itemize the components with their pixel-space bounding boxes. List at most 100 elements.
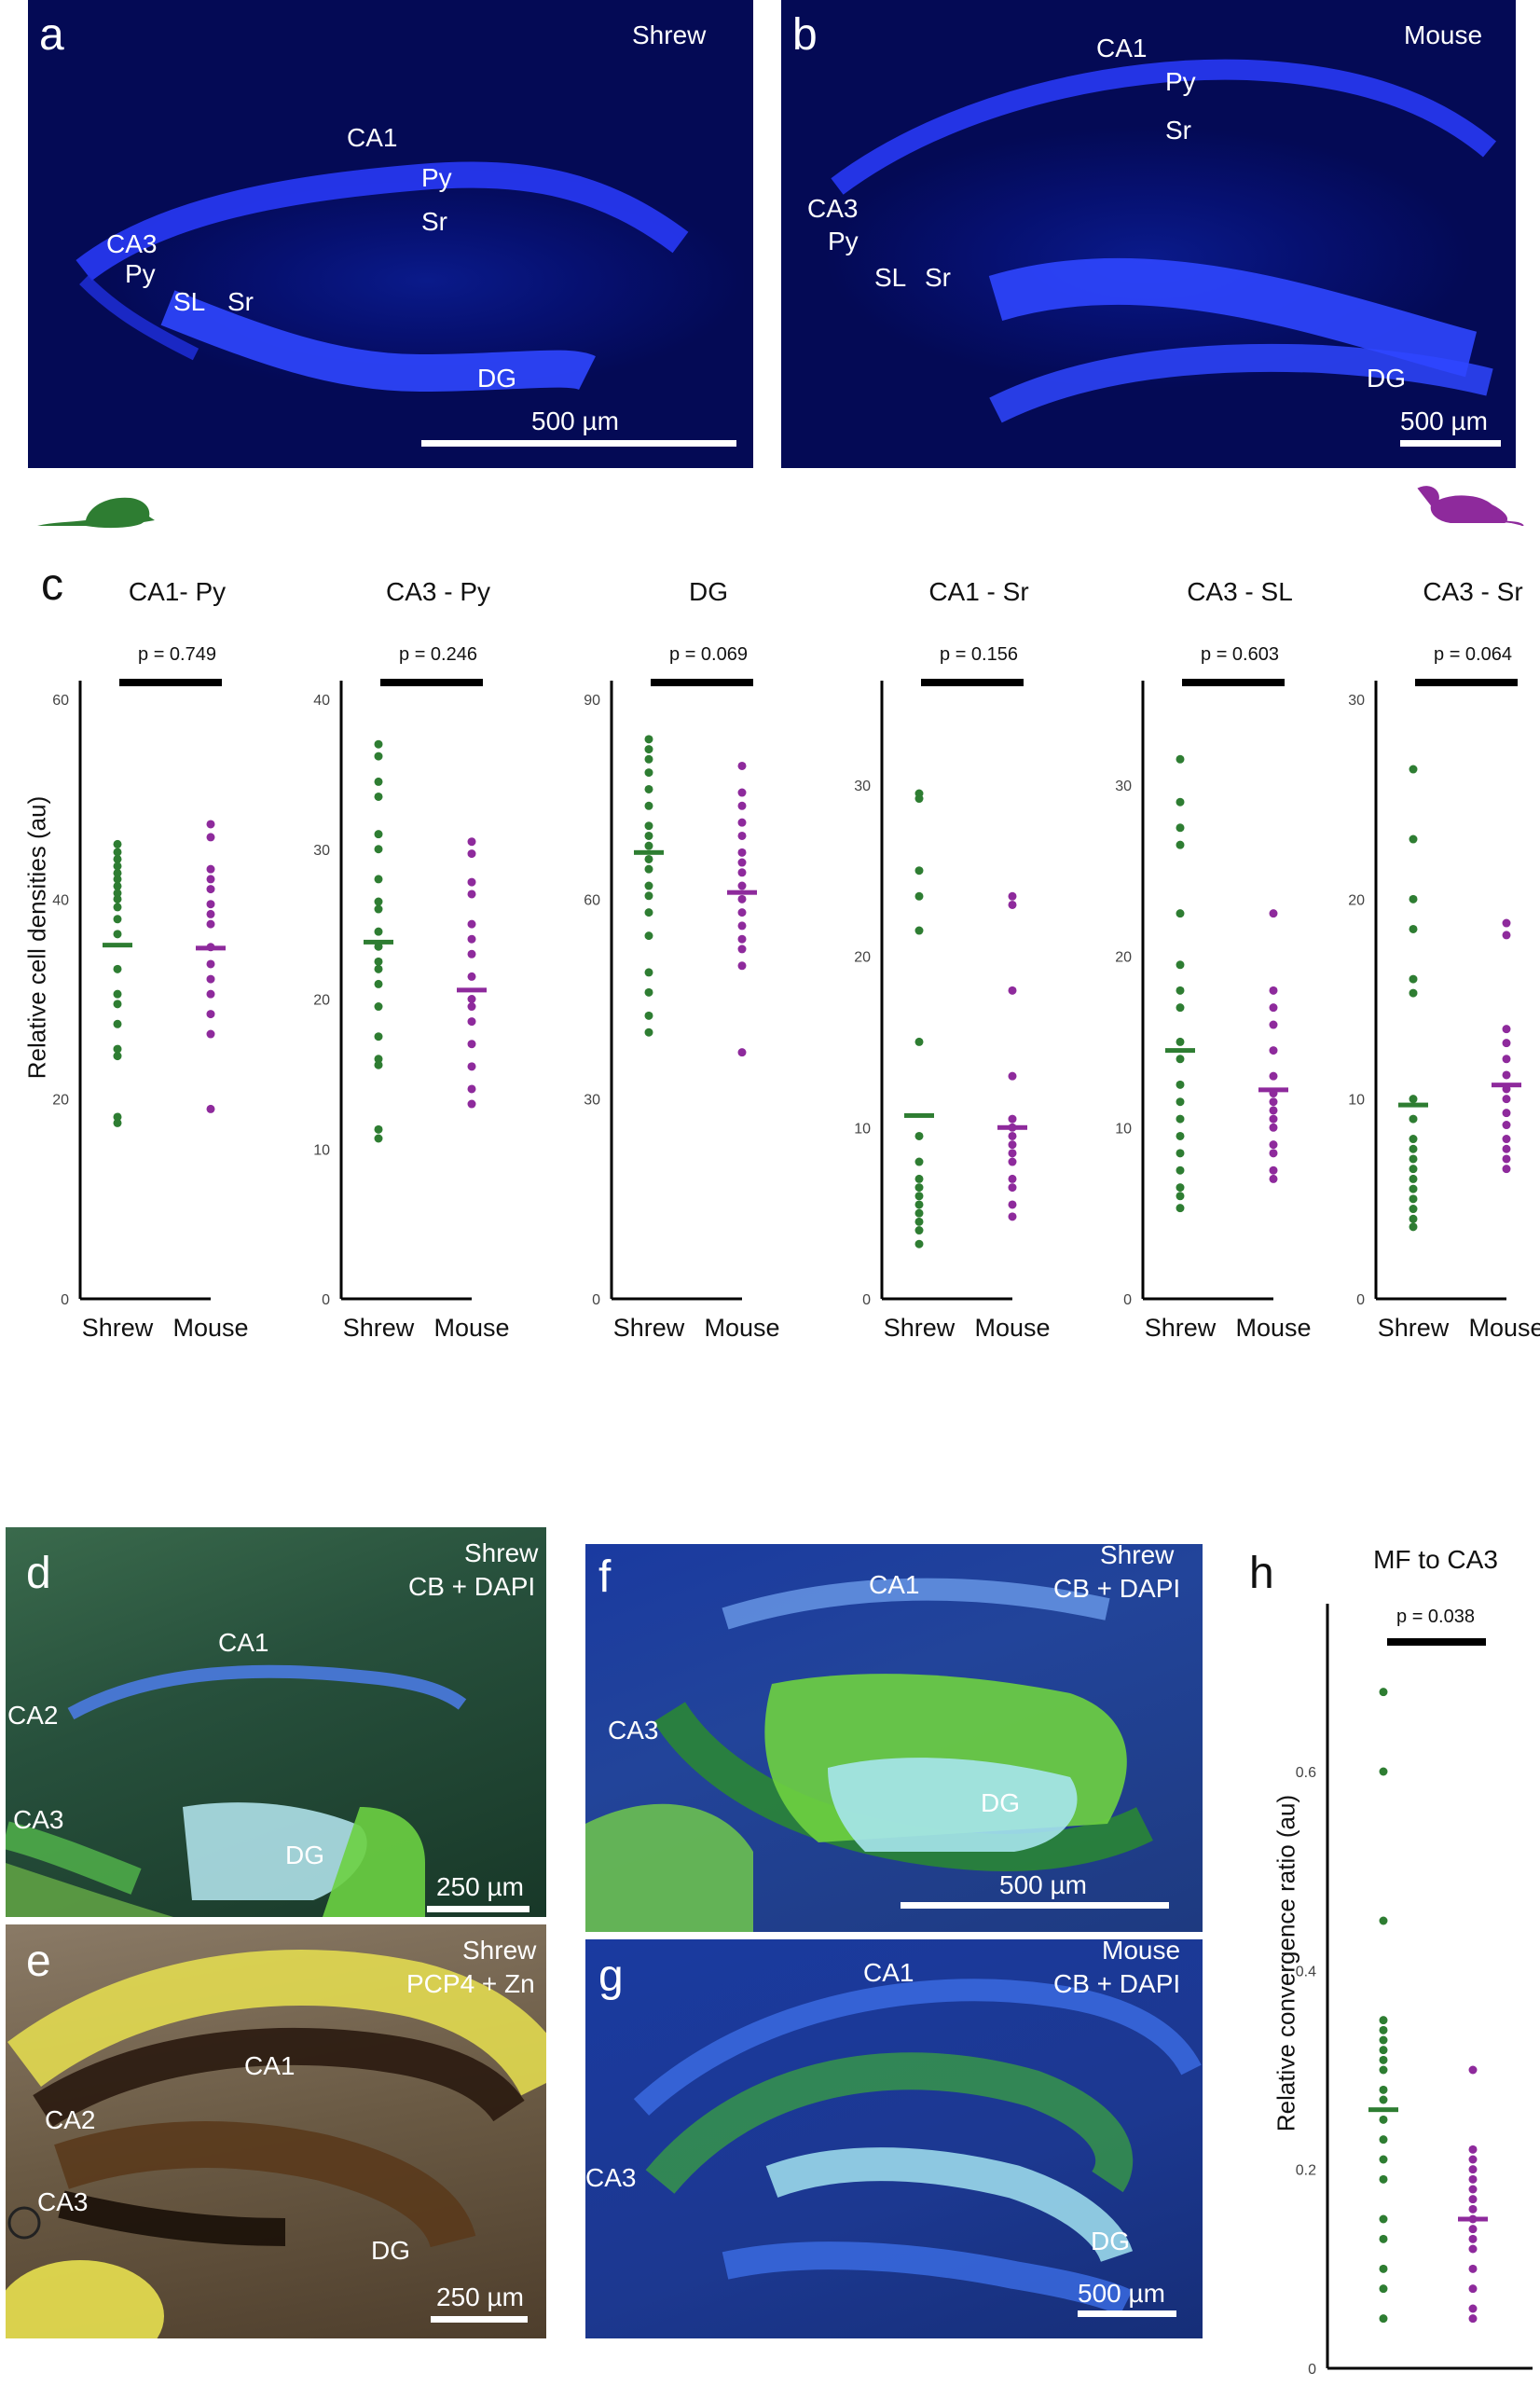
shrew-data-point [113, 1000, 122, 1009]
mouse-data-point [467, 1084, 476, 1094]
shrew-data-point [1176, 1055, 1185, 1064]
mouse-data-point [467, 877, 476, 887]
y-tick-label: 10 [1115, 1121, 1132, 1137]
shrew-data-point [113, 964, 122, 973]
mouse-data-point [1008, 1114, 1017, 1124]
panel-b-letter: b [792, 10, 818, 60]
shrew-data-point [113, 1044, 122, 1054]
shrew-data-point [1409, 1154, 1418, 1164]
panel-h-chart: MF to CA3 p = 0.038 0 0.2 0.4 0.6 Shrew Mouse [1296, 1545, 1533, 2386]
mouse-data-point [1008, 1140, 1017, 1150]
panel-f-dg: DG [981, 1788, 1020, 1817]
y-tick-label: 60 [52, 693, 69, 709]
shrew-data-point [374, 1002, 383, 1012]
shrew-data-point [113, 1112, 122, 1122]
shrew-data-point [374, 927, 383, 936]
mouse-data-point [1008, 986, 1017, 995]
panel-a-layers [76, 161, 689, 393]
mouse-data-point [1468, 2264, 1478, 2273]
panel-d-species: Shrew [464, 1538, 539, 1567]
shrew-data-point [113, 889, 122, 898]
y-tick-label: 30 [1115, 779, 1132, 794]
panel-g-dg: DG [1091, 2227, 1130, 2255]
p-value-label: p = 0.064 [1434, 644, 1512, 665]
x-category-label: Mouse [1468, 1314, 1540, 1342]
mouse-data-point [1008, 1200, 1017, 1209]
mouse-mean-line [1258, 1087, 1288, 1093]
panel-a-image [28, 0, 753, 468]
x-category-label: Mouse [1435, 2383, 1510, 2386]
shrew-data-point [1379, 2115, 1388, 2124]
mouse-data-point [737, 881, 747, 890]
shrew-data-point [113, 848, 122, 857]
y-tick-label: 0 [1123, 1292, 1132, 1308]
p-value-label: p = 0.749 [138, 644, 216, 665]
panel-e-ca3: CA3 [37, 2187, 89, 2216]
shrew-data-point [1176, 1192, 1185, 1201]
shrew-data-point [113, 868, 122, 877]
shrew-data-point [374, 964, 383, 973]
panel-e-ca1: CA1 [244, 2051, 296, 2080]
mouse-data-point [206, 974, 215, 984]
shrew-data-point [644, 864, 653, 874]
mouse-data-point [1008, 1071, 1017, 1081]
shrew-data-point [1409, 1194, 1418, 1204]
shrew-data-point [1176, 1097, 1185, 1107]
panel-b-scale-label: 500 µm [1400, 407, 1488, 435]
shrew-data-point [1176, 986, 1185, 995]
shrew-data-point [914, 1183, 924, 1193]
shrew-data-point [1379, 2055, 1388, 2064]
shrew-data-point [644, 908, 653, 917]
panel-b-sl: SL [874, 263, 907, 292]
mouse-data-point [467, 1062, 476, 1071]
x-category-label: Shrew [613, 1314, 685, 1342]
shrew-data-point [374, 957, 383, 966]
panel-a-letter: a [39, 10, 64, 60]
shrew-data-point [1379, 2135, 1388, 2145]
mouse-data-point [1502, 918, 1511, 928]
mouse-data-point [1468, 2244, 1478, 2254]
mouse-data-point [1502, 1025, 1511, 1034]
shrew-data-point [1379, 1767, 1388, 1776]
mouse-data-point [737, 801, 747, 810]
panel-a-ca3: CA3 [106, 229, 158, 258]
shrew-data-point [914, 926, 924, 935]
shrew-mean-line [103, 943, 132, 948]
y-tick-label: 90 [584, 693, 600, 709]
mouse-data-point [467, 995, 476, 1003]
shrew-data-point [374, 777, 383, 786]
y-tick-label: 0 [322, 1292, 330, 1308]
shrew-data-point [1409, 974, 1418, 984]
x-category-label: Mouse [433, 1314, 509, 1342]
shrew-data-point [1379, 2065, 1388, 2075]
panel-g-layers [633, 1979, 1202, 2316]
shrew-data-point [1409, 988, 1418, 998]
mouse-data-point [1269, 1140, 1278, 1150]
significance-bar [1182, 679, 1285, 686]
mouse-data-point [1269, 1106, 1278, 1115]
panel-e-layers [6, 1950, 546, 2338]
mouse-data-point [1468, 2065, 1478, 2075]
mouse-data-point [1468, 2145, 1478, 2154]
shrew-data-point [1176, 1003, 1185, 1013]
shrew-data-point [644, 745, 653, 754]
shrew-data-point [113, 881, 122, 890]
mouse-data-point [467, 849, 476, 859]
shrew-data-point [1176, 823, 1185, 833]
shrew-data-point [1176, 1183, 1185, 1193]
shrew-data-point [914, 1200, 924, 1209]
shrew-data-point [644, 821, 653, 831]
chart-title: MF to CA3 [1373, 1545, 1498, 1574]
shrew-data-point [644, 831, 653, 840]
mouse-data-point [1269, 1114, 1278, 1124]
mouse-data-point [1008, 1157, 1017, 1166]
panel-d-stain: CB + DAPI [408, 1572, 536, 1601]
shrew-data-point [113, 839, 122, 848]
shrew-data-point [914, 1217, 924, 1226]
mouse-data-point [1468, 2204, 1478, 2214]
shrew-data-point [1379, 2016, 1388, 2025]
mouse-data-point [467, 837, 476, 847]
panel-f-ca1: CA1 [869, 1570, 920, 1599]
panel-b-layers [831, 59, 1497, 423]
x-category-label: Mouse [704, 1314, 779, 1342]
